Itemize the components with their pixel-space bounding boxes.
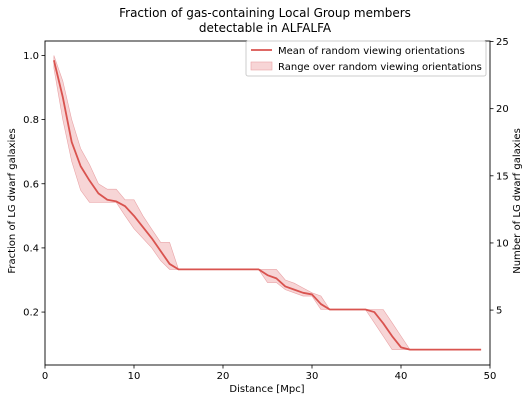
series-mean-line <box>53 60 482 351</box>
x-tick-label: 0 <box>42 371 48 382</box>
x-tick-label: 20 <box>217 371 230 382</box>
y-axis-right-label: Number of LG dwarf galaxies <box>512 128 523 274</box>
x-tick-label: 40 <box>395 371 408 382</box>
y-tick-label: 0.4 <box>23 243 39 254</box>
y-right-tick-label: 20 <box>496 104 509 115</box>
y-tick-label: 0.6 <box>23 179 39 190</box>
legend-frame <box>245 40 487 77</box>
y-tick-label: 0.2 <box>23 308 39 319</box>
y-tick-label: 0.8 <box>23 115 39 126</box>
x-tick-label: 30 <box>306 371 319 382</box>
y-right-tick-label: 10 <box>496 238 509 249</box>
legend-label-range: Range over random viewing orientations <box>278 62 482 73</box>
chart-title-line1: Fraction of gas-containing Local Group m… <box>119 6 411 20</box>
y-right-tick-label: 25 <box>496 37 509 48</box>
x-tick-label: 10 <box>128 371 141 382</box>
legend-label-mean: Mean of random viewing orientations <box>278 46 465 57</box>
y-right-tick-label: 15 <box>496 171 509 182</box>
legend: Mean of random viewing orientations Rang… <box>245 40 487 77</box>
y-axis-label: Fraction of LG dwarf galaxies <box>7 128 18 273</box>
chart-title-line2: detectable in ALFALFA <box>199 21 332 35</box>
axes-frame <box>44 40 491 366</box>
plot-area: 0 10 20 30 40 50 0.2 0.4 0.6 0.8 1.0 5 10 15 20 25 <box>23 37 509 382</box>
y-right-tick-label: 5 <box>496 306 502 317</box>
x-tick-label: 50 <box>484 371 497 382</box>
legend-swatch-range <box>250 61 273 71</box>
y-tick-label: 1.0 <box>23 51 39 62</box>
x-axis-label: Distance [Mpc] <box>229 384 304 395</box>
